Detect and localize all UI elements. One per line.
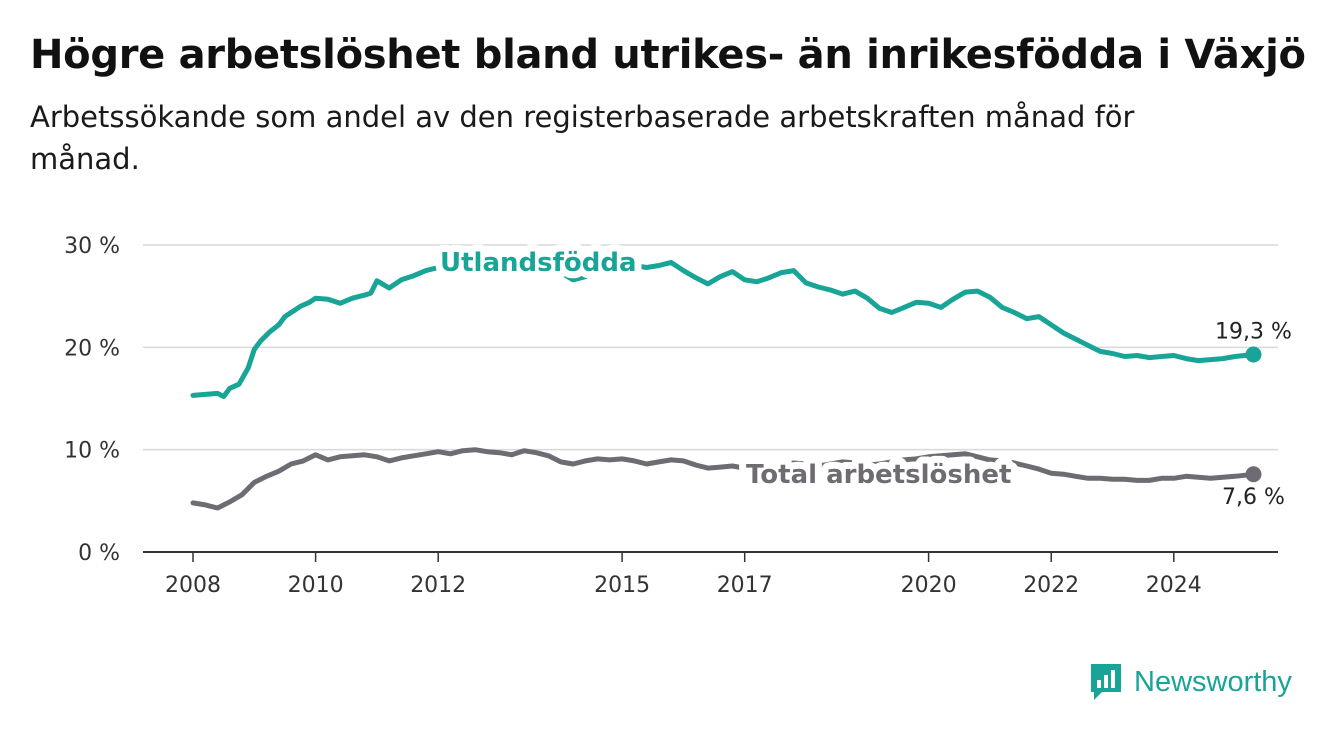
- series-label-halo: Utlandsfödda: [440, 248, 637, 278]
- x-tick-label: 2012: [410, 573, 466, 598]
- series-line-total: [190, 447, 1256, 511]
- y-tick-label: 30 %: [64, 234, 120, 259]
- gridlines: [143, 244, 1278, 451]
- series-end-point: [1245, 466, 1262, 483]
- chart-title: Högre arbetslöshet bland utrikes- än inr…: [30, 32, 1306, 78]
- series-label-halo: Total arbetslöshet: [746, 460, 1011, 490]
- series-label: Total arbetslöshet: [746, 460, 1011, 490]
- y-tick-label: 20 %: [64, 336, 120, 361]
- x-tick-label: 2022: [1023, 573, 1079, 598]
- x-tick-label: 2008: [165, 573, 221, 598]
- newsworthy-logo-icon: [1091, 664, 1121, 700]
- chart-subtitle: Arbetssökande som andel av den registerb…: [30, 100, 1135, 176]
- series-end-label: 19,3 %: [1215, 319, 1292, 344]
- x-tick-label: 2024: [1146, 573, 1202, 598]
- series-end-label: 7,6 %: [1222, 485, 1285, 510]
- y-tick-label: 0 %: [78, 541, 120, 566]
- x-tick-label: 2015: [594, 573, 650, 598]
- x-tick-label: 2020: [901, 573, 957, 598]
- series: [190, 256, 1262, 511]
- y-tick-label: 10 %: [64, 439, 120, 464]
- x-tick-label: 2010: [288, 573, 344, 598]
- series-line-utlandsfodda: [190, 256, 1256, 399]
- series-label: Utlandsfödda: [440, 248, 637, 278]
- series-end-point: [1245, 346, 1262, 363]
- axes: 0 % 10 % 20 % 30 % 2008 2010 2012 2015 2017 2020 2…: [64, 234, 1278, 598]
- labels: 19,3 %7,6 %UtlandsföddaUtlandsföddaTotal…: [433, 241, 1292, 510]
- x-tick-label: 2017: [717, 573, 773, 598]
- newsworthy-logo: Newsworthy: [1088, 660, 1292, 704]
- newsworthy-logo-text: Newsworthy: [1134, 665, 1292, 698]
